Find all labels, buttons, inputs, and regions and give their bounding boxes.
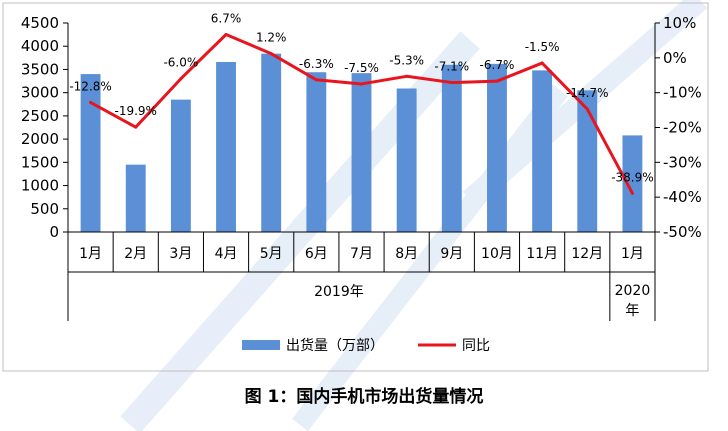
bar [396, 88, 417, 232]
point-label: -6.0% [163, 56, 198, 70]
line-point [179, 77, 183, 81]
category-label: 10月 [481, 246, 513, 262]
bar [170, 99, 191, 232]
legend-swatch-bar [242, 340, 280, 350]
line-point [585, 107, 589, 111]
line-point [360, 82, 363, 86]
category-label: 12月 [571, 246, 603, 262]
bar [125, 164, 146, 232]
line-point [630, 191, 634, 195]
bar [532, 70, 553, 232]
category-label: 11月 [526, 246, 558, 262]
point-label: -5.3% [389, 53, 424, 67]
line-point [405, 74, 409, 78]
bar [261, 53, 282, 232]
bar [80, 74, 101, 232]
category-label: 6月 [305, 246, 328, 262]
bar [487, 63, 507, 233]
category-label: 4月 [215, 246, 238, 262]
bar [306, 72, 327, 232]
left-axis: 0 500 1000 1500 2000 2500 3000 3500 4000 4500 [21, 14, 69, 241]
point-label: 6.7% [211, 11, 242, 25]
left-tick-label: 500 [30, 200, 59, 218]
line-point [134, 125, 138, 129]
category-label: 1月 [621, 246, 644, 262]
bar [216, 62, 236, 232]
right-tick-label: -10% [663, 84, 702, 102]
category-label: 7月 [350, 246, 373, 262]
left-tick-label: 2500 [21, 107, 59, 125]
left-tick-label: 1000 [21, 177, 59, 195]
line-point [450, 81, 454, 85]
point-label: 1.2% [256, 31, 287, 45]
plot-frame [2, 2, 709, 372]
bar [622, 135, 643, 232]
point-label: -6.7% [480, 58, 515, 72]
line-point [540, 61, 544, 65]
legend-label-line: 同比 [462, 338, 490, 354]
category-label: 8月 [395, 246, 418, 262]
line-point [89, 100, 93, 104]
point-label: -1.5% [525, 40, 560, 54]
category-label: 9月 [440, 246, 463, 262]
left-tick-label: 2000 [21, 130, 59, 148]
bar [577, 90, 598, 232]
left-tick-label: 3000 [21, 84, 59, 102]
category-label: 3月 [169, 246, 192, 262]
point-label: -14.7% [566, 86, 608, 100]
category-label: 5月 [260, 246, 283, 262]
category-label: 2月 [124, 246, 147, 262]
point-labels: -12.8% -19.9% -6.0% 6.7% 1.2% -6.3% -7.5% -5.3%… [69, 11, 653, 184]
right-tick-label: -30% [663, 153, 702, 171]
line-point [224, 32, 228, 36]
right-axis: -50% -40% -30% -20% -10% 0% 10% [654, 14, 702, 241]
bar [351, 73, 372, 232]
right-tick-label: 10% [663, 14, 696, 32]
bar-series [80, 53, 643, 233]
left-tick-label: 1500 [21, 153, 59, 171]
figure-caption: 图 1：国内手机市场出货量情况 [245, 386, 484, 407]
left-tick-label: 0 [49, 223, 59, 241]
legend: 出货量（万部） 同比 [242, 337, 490, 354]
point-label: -7.5% [344, 61, 379, 75]
point-label: -19.9% [115, 104, 157, 118]
group-label: 年 [625, 303, 639, 319]
line-point [495, 79, 499, 83]
right-tick-label: -40% [663, 188, 702, 206]
right-tick-label: -20% [663, 119, 702, 137]
watermark-stroke-2 [292, 83, 568, 431]
left-tick-label: 4500 [21, 14, 59, 32]
line-point [269, 52, 273, 56]
point-label: -7.1% [434, 60, 469, 74]
point-label: -12.8% [69, 79, 111, 93]
group-label: 2020 [615, 283, 651, 299]
group-label: 2019年 [314, 284, 364, 300]
left-tick-label: 3500 [21, 60, 59, 78]
right-tick-label: -50% [663, 223, 702, 241]
line-series [89, 32, 634, 195]
legend-label-bar: 出货量（万部） [286, 337, 384, 354]
line-point [314, 78, 318, 82]
point-label: -38.9% [611, 170, 653, 184]
x-axis: 1月 2月 3月 4月 5月 6月 7月 8月 9月 10月 11月 12月 1月 2019年 2020 年 [67, 231, 656, 321]
point-label: -6.3% [299, 57, 334, 71]
bar [441, 64, 462, 232]
left-tick-label: 4000 [21, 37, 59, 55]
category-label: 1月 [79, 246, 102, 262]
right-tick-label: 0% [663, 49, 687, 67]
